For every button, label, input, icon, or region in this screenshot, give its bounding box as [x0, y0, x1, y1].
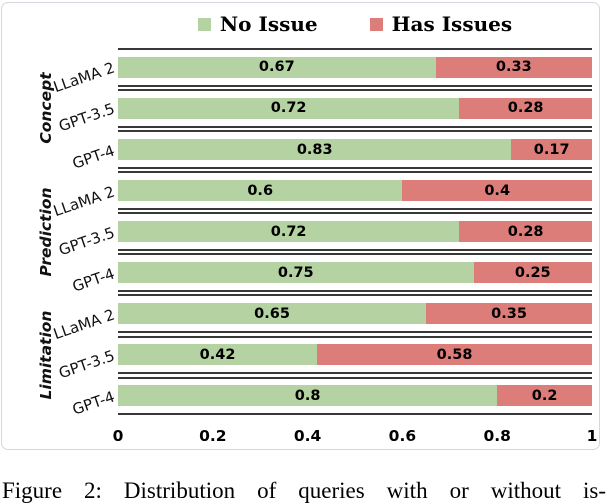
legend-label-no-issue: No Issue — [219, 12, 318, 36]
bar-row: 0.67 0.33 — [118, 48, 592, 87]
no-issue-swatch-icon — [197, 17, 211, 31]
bar-row: 0.65 0.35 — [118, 294, 592, 334]
has-issues-segment: 0.2 — [497, 385, 592, 407]
has-issues-segment: 0.25 — [473, 262, 592, 284]
no-issue-segment: 0.72 — [118, 221, 460, 243]
no-issue-segment: 0.42 — [118, 344, 318, 366]
bar-row: 0.72 0.28 — [118, 212, 592, 251]
stacked-bar: 0.72 0.28 — [118, 97, 592, 119]
stacked-bar: 0.6 0.4 — [118, 180, 592, 202]
legend-item-no-issue: No Issue — [197, 12, 318, 36]
has-issues-segment: 0.35 — [426, 303, 592, 325]
no-issue-segment: 0.72 — [118, 97, 460, 119]
figure-caption: Figure 2: Distribution of queries with o… — [2, 478, 606, 503]
stacked-bar: 0.65 0.35 — [118, 303, 592, 325]
no-issue-segment: 0.6 — [118, 180, 403, 202]
chart-legend: No Issue Has Issues — [117, 8, 593, 40]
no-issue-segment: 0.83 — [118, 139, 512, 160]
has-issues-segment: 0.33 — [435, 56, 592, 78]
group-label: Limitation — [37, 310, 55, 400]
stacked-bar: 0.72 0.28 — [118, 221, 592, 243]
figure-panel: No Issue Has Issues 0.67 0.33 0.72 0.28 0.83… — [1, 2, 600, 450]
bar-row: 0.83 0.17 — [118, 130, 592, 169]
legend-item-has-issues: Has Issues — [369, 12, 513, 36]
bar-row: 0.42 0.58 — [118, 335, 592, 375]
has-issues-segment: 0.28 — [459, 221, 592, 243]
has-issues-segment: 0.17 — [511, 139, 592, 160]
x-tick: 0.6 — [388, 427, 417, 445]
has-issues-segment: 0.28 — [459, 97, 592, 119]
has-issues-segment: 0.4 — [402, 180, 592, 202]
stacked-bar: 0.8 0.2 — [118, 385, 592, 407]
plot-area: 0.67 0.33 0.72 0.28 0.83 0.17 0.6 0.4 0.72 0.28 0.… — [118, 48, 592, 416]
x-tick: 0.2 — [199, 427, 227, 445]
bar-row: 0.72 0.28 — [118, 89, 592, 128]
x-tick: 0 — [112, 427, 124, 445]
has-issues-swatch-icon — [369, 17, 383, 31]
no-issue-segment: 0.67 — [118, 56, 436, 78]
bar-row: 0.8 0.2 — [118, 376, 592, 416]
no-issue-segment: 0.8 — [118, 385, 498, 407]
has-issues-segment: 0.58 — [317, 344, 592, 366]
group-label: Prediction — [37, 187, 55, 277]
x-tick: 0.8 — [483, 427, 511, 445]
stacked-bar: 0.75 0.25 — [118, 262, 592, 284]
stacked-bar: 0.42 0.58 — [118, 344, 592, 366]
x-tick: 0.4 — [293, 427, 322, 445]
stacked-bar: 0.67 0.33 — [118, 56, 592, 78]
stacked-bar: 0.83 0.17 — [118, 139, 592, 160]
x-tick: 1 — [586, 427, 598, 445]
legend-label-has-issues: Has Issues — [391, 12, 513, 36]
bar-row: 0.75 0.25 — [118, 253, 592, 293]
no-issue-segment: 0.65 — [118, 303, 427, 325]
group-label: Concept — [37, 72, 55, 145]
no-issue-segment: 0.75 — [118, 262, 474, 284]
bar-row: 0.6 0.4 — [118, 171, 592, 210]
